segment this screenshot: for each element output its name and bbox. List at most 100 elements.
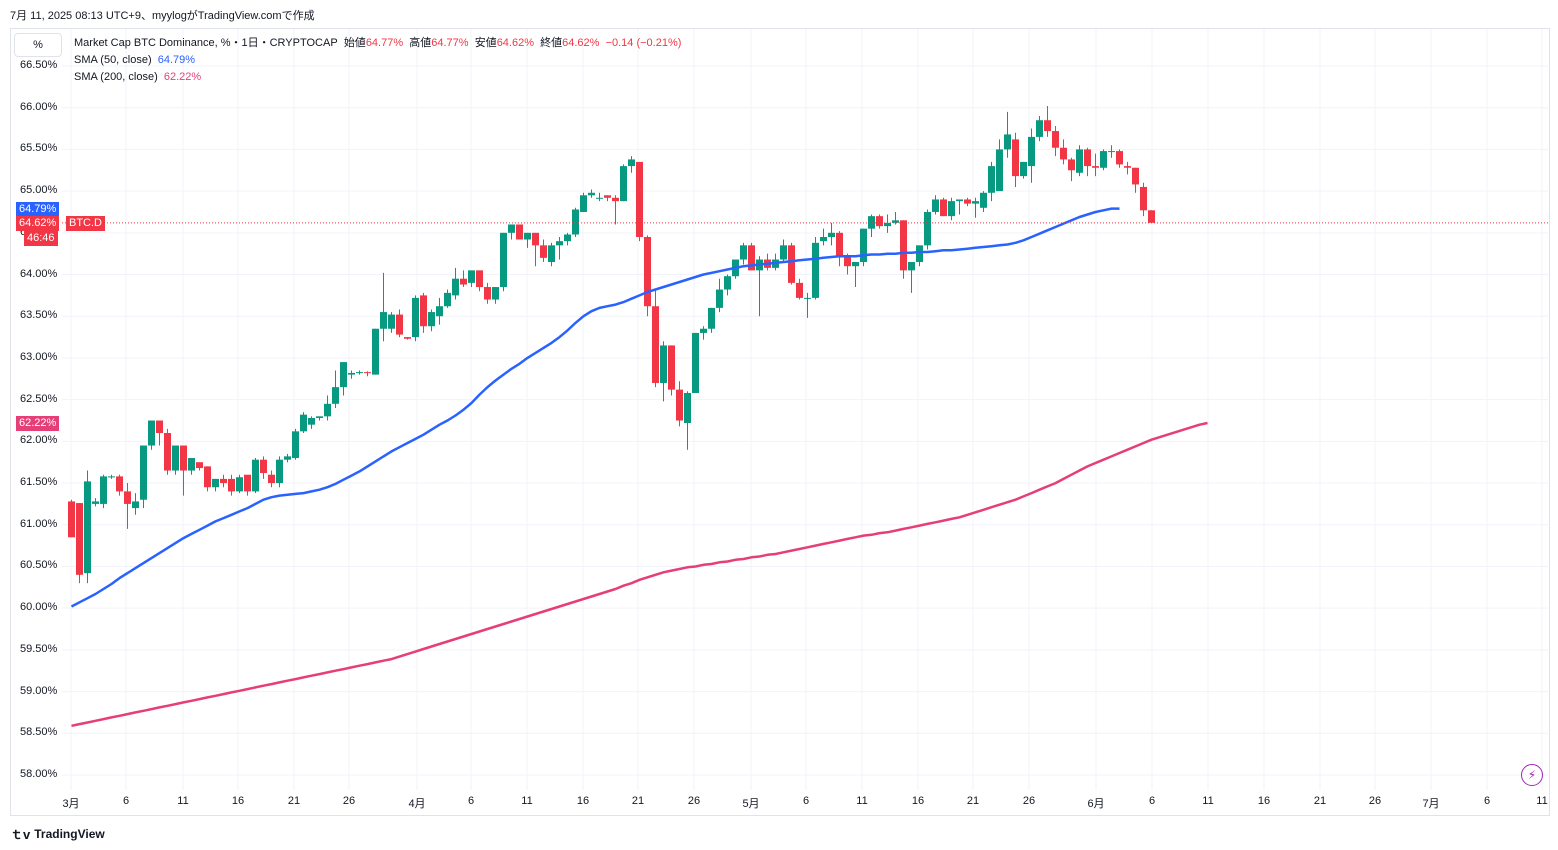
candle-body [1044,120,1051,132]
x-tick-label: 6月 [1087,798,1105,810]
candle-body [1068,159,1075,171]
candle-body [980,192,987,208]
candle-body [452,278,459,296]
legend-change-value: −0.14 (−0.21%) [605,37,682,49]
candle-body [364,372,371,374]
candle-body [620,166,627,202]
candle-body [1060,147,1067,160]
candle-body [1108,151,1115,153]
candle-body [1100,151,1107,168]
candle-body [1012,139,1019,177]
legend-title[interactable]: Market Cap BTC Dominance, %・1日・CRYPTOCAP [74,37,338,49]
legend-close-label: 終値 [540,37,563,49]
x-tick-label: 11 [521,795,533,807]
x-tick-label: 26 [1368,795,1382,807]
y-tick-label: 58.50% [20,726,58,739]
candle-body [844,256,851,267]
candle-body [820,236,827,242]
candle-body [348,372,355,375]
candle-body [1132,167,1139,185]
legend-sma50-row[interactable]: SMA (50, close) 64.79% [74,52,681,69]
candle-body [836,232,843,257]
candle-body [236,477,243,492]
x-tick-label: 3月 [62,798,80,810]
percent-scale-button[interactable]: % [14,33,62,57]
candle-body [180,445,187,471]
candle-body [524,232,531,240]
candle-body [580,195,587,212]
candle-body [892,220,899,223]
y-tick-label: 66.50% [20,59,58,71]
legend-sma50-label: SMA (50, close) [74,54,152,66]
candle-body [1076,149,1083,173]
candle-body [1020,161,1027,177]
candle-body [556,241,563,246]
candle-body [268,474,275,484]
x-tick-label: 7月 [1422,798,1440,810]
last-price-tag: 64.62% [16,215,60,231]
countdown-tag: 46:46 [24,230,58,246]
sma200-line [71,421,1208,728]
candle-body [132,501,139,509]
candle-body [740,245,747,260]
candle-body [676,389,683,421]
candle-body [916,245,923,263]
y-tick-label: 64.00% [20,267,58,280]
candle-body [460,278,467,285]
candle-body [964,199,971,204]
candle-body [1116,151,1123,165]
candle-body [940,199,947,217]
candle-body [444,292,451,307]
candle-body [428,312,435,327]
legend-low-value: 64.62% [496,37,534,49]
candle-body [204,466,211,488]
chart-legend: Market Cap BTC Dominance, %・1日・CRYPTOCAP… [74,35,681,86]
candle-body [92,501,99,504]
legend-open-label: 始値 [343,37,366,49]
legend-main-row: Market Cap BTC Dominance, %・1日・CRYPTOCAP… [74,35,681,52]
y-tick-label: 58.00% [20,768,58,780]
candle-body [1084,149,1091,167]
x-tick-label: 21 [287,795,301,807]
x-tick-label: 6 [802,795,810,807]
candle-body [548,245,555,263]
tradingview-logo[interactable]: ｔv TradingView [10,824,105,843]
candle-body [660,345,667,383]
candle-body [652,306,659,383]
legend-high-value: 64.77% [431,37,469,49]
candle-body [420,295,427,327]
candle-body [1092,166,1099,168]
candle-body [796,282,803,298]
candle-body [948,201,955,217]
candle-body [380,312,387,329]
x-tick-label: 6 [1148,795,1156,807]
candle-body [988,166,995,193]
y-tick-label: 62.50% [20,392,58,405]
candle-body [956,199,963,202]
candle-body [340,362,347,388]
x-tick-label: 16 [911,795,925,807]
candle-body [1148,210,1155,223]
candle-body [244,474,251,492]
candle-body [484,287,491,300]
candle-body [716,289,723,308]
candle-body [316,416,323,418]
legend-sma200-row[interactable]: SMA (200, close) 62.22% [74,69,681,86]
lightning-icon[interactable]: ⚡ [1521,764,1543,786]
candle-body [68,501,75,538]
y-tick-label: 59.00% [20,684,58,697]
chart-frame [10,28,1550,816]
candle-body [468,270,475,283]
y-tick-label: 62.00% [20,434,58,447]
y-tick-label: 63.00% [20,350,58,363]
legend-close-value: 64.62% [562,37,600,49]
x-tick-label: 21 [631,795,645,807]
candle-body [636,161,643,237]
candle-body [76,503,83,575]
x-tick-label: 6 [467,795,475,807]
candle-body [780,245,787,260]
candle-body [1028,136,1035,167]
candle-body [140,445,147,500]
candle-body [596,197,603,199]
